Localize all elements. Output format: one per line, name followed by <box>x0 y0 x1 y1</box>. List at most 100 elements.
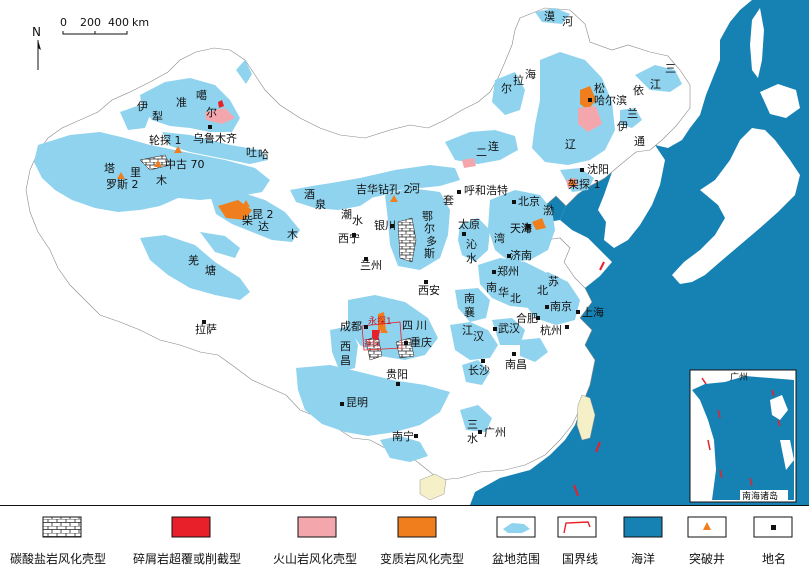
basin-label: 三 <box>467 418 478 431</box>
taiwan-land <box>576 394 596 441</box>
well-label: 蓬探 <box>364 338 380 348</box>
city-label: 南京 <box>550 299 572 313</box>
basin-label: 柴 <box>242 213 253 227</box>
well-label: 吉华钻孔 2 <box>356 182 411 196</box>
basin-label: 拉 <box>513 73 524 87</box>
korea-land <box>598 145 665 248</box>
basin-label: 里 <box>130 166 141 179</box>
basin-label: 羌 <box>188 254 199 267</box>
city-label: 上海 <box>582 305 604 319</box>
legend: 碳酸盐岩风化壳型 碎屑岩超覆或削截型 火山岩风化壳型 变质岩风化壳型 盆地范围 … <box>0 505 809 566</box>
legend-swatch-carbonate <box>42 516 82 538</box>
basin-label: 连 <box>488 140 499 153</box>
city-label: 重庆 <box>410 335 432 349</box>
legend-label-metamorphic: 变质岩风化壳型 <box>380 551 464 566</box>
basin-label: 水 <box>352 214 363 227</box>
legend-label-basin: 盆地范围 <box>492 552 540 566</box>
basin-label: 水 <box>466 252 477 265</box>
city-label: 沈阳 <box>587 162 609 176</box>
city-label: 合肥 <box>516 311 538 325</box>
volcanic-areas <box>205 106 602 188</box>
legend-swatch-clastic <box>171 516 211 538</box>
basin-label: 鄂 <box>422 210 433 223</box>
basin-label: 二 <box>476 146 487 159</box>
city-label: 太原 <box>458 218 480 231</box>
basin-label: 木 <box>287 228 298 241</box>
city-label: 成都 <box>340 320 362 333</box>
map-canvas: N 0 200 400 km 准 噶 尔 伊 犁 吐 哈 塔 里 木 柴 达 木… <box>25 0 809 505</box>
basin-label: 木 <box>156 174 167 187</box>
basin-label: 尔 <box>501 82 512 95</box>
svg-text:N: N <box>32 25 41 39</box>
basin-label: 噶 <box>196 89 207 102</box>
basin-label: 准 <box>176 96 187 109</box>
svg-text:广州: 广州 <box>730 371 748 383</box>
basin-label: 襄 <box>464 305 475 319</box>
basin-label: 斯 <box>424 247 435 260</box>
basin-label: 河 <box>409 182 420 195</box>
basin-label: 渤 <box>543 204 554 217</box>
legend-label-place: 地名 <box>762 551 786 566</box>
city-label: 昆明 <box>346 396 368 409</box>
city-label: 广州 <box>484 426 506 439</box>
clastic-areas <box>218 100 380 340</box>
well-label: 架探 1 <box>568 178 601 191</box>
basin-label: 伊 <box>137 100 148 113</box>
city-label: 郑州 <box>497 264 519 278</box>
well-label: 昆 2 <box>252 208 274 221</box>
well-label: 罗斯 2 <box>106 178 139 191</box>
legend-swatch-place <box>753 516 793 538</box>
city-label: 南昌 <box>505 358 527 371</box>
legend-label-ocean: 海洋 <box>631 551 655 566</box>
basin-label: 北 <box>510 292 521 305</box>
basin-label: 海 <box>525 67 536 81</box>
basin-label: 北 <box>537 284 548 297</box>
city-label: 长沙 <box>468 364 490 377</box>
basin-label: 伊 <box>617 120 628 133</box>
basin-label: 南 <box>464 292 475 305</box>
legend-swatch-border <box>557 516 597 538</box>
hokkaido-land <box>760 84 800 118</box>
basin-label: 兰 <box>627 107 638 120</box>
hainan-land <box>419 473 447 501</box>
basin-label: 塔 <box>104 162 115 175</box>
basins <box>34 8 682 462</box>
scale-bar: 0 200 400 km <box>60 16 149 35</box>
well-labels: 轮探 1 中古 70 罗斯 2 昆 2 吉华钻孔 2 架探 1 永探1 蓬探 <box>106 133 601 348</box>
basin-label: 酒 <box>304 188 315 201</box>
city-label: 杭州 <box>540 323 562 337</box>
basin-label: 川 <box>416 319 427 332</box>
basin-label: 沁 <box>466 238 477 251</box>
well-label: 轮探 1 <box>149 133 182 147</box>
city-label: 西安 <box>418 283 440 297</box>
legend-swatch-ocean <box>623 516 663 538</box>
city-label: 兰州 <box>360 259 382 272</box>
legend-swatch-metamorphic <box>397 516 437 538</box>
carbonate-areas <box>139 154 417 361</box>
city-label: 济南 <box>510 248 532 262</box>
japan-land <box>672 128 800 284</box>
basin-label: 苏 <box>548 275 559 288</box>
basin-label: 依 <box>633 84 644 97</box>
svg-text:200: 200 <box>80 16 101 29</box>
sakhalin-land <box>750 8 764 78</box>
basin-label: 三 <box>665 62 676 75</box>
basin-label: 尔 <box>424 222 435 235</box>
basin-label: 塘 <box>205 263 216 277</box>
well-label: 永探1 <box>368 315 392 327</box>
legend-swatch-basin <box>496 516 536 538</box>
basin-label: 南 <box>486 281 497 294</box>
basin-label: 辽 <box>565 138 576 151</box>
basin-label: 昌 <box>340 354 351 367</box>
city-markers <box>202 98 592 438</box>
city-label: 呼和浩特 <box>464 183 508 197</box>
legend-swatch-well <box>687 516 727 538</box>
basin-label: 河 <box>562 15 573 28</box>
svg-text:南海诸岛: 南海诸岛 <box>742 490 778 502</box>
svg-text:0: 0 <box>60 16 67 29</box>
legend-label-well: 突破井 <box>689 551 725 566</box>
north-arrow: N <box>32 25 41 70</box>
city-labels: 乌鲁木齐 拉萨 西宁 兰州 银川 呼和浩特 太原 北京 天津 沈阳 哈尔滨 济南… <box>193 93 627 443</box>
basin-label: 通 <box>634 135 645 148</box>
legend-label-clastic: 碎屑岩超覆或削截型 <box>133 551 241 566</box>
